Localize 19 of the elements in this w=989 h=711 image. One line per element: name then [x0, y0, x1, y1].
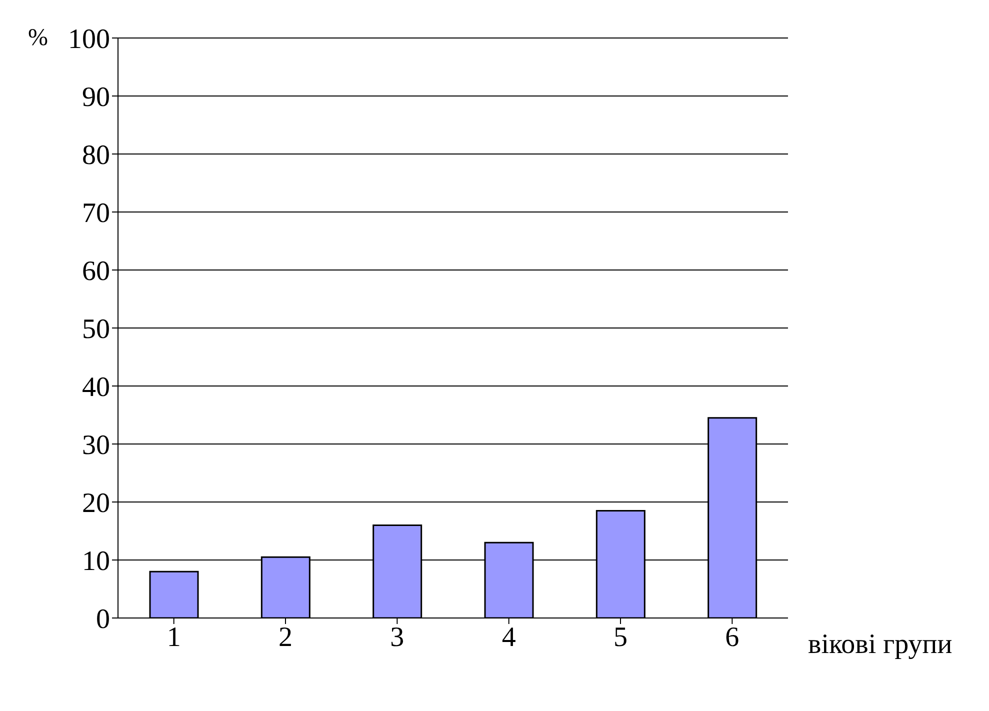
y-tick-label: 90: [82, 82, 110, 113]
y-tick-label: 20: [82, 488, 110, 519]
x-tick-label: 4: [502, 622, 516, 653]
x-tick-label: 5: [614, 622, 628, 653]
y-tick-label: 30: [82, 430, 110, 461]
x-tick-label: 6: [725, 622, 740, 653]
y-tick-label: 40: [82, 372, 110, 403]
y-tick-label: 50: [82, 314, 110, 345]
y-axis-title: %: [28, 25, 48, 52]
y-tick-label: 10: [82, 546, 110, 577]
x-tick-label: 1: [166, 622, 181, 653]
y-tick-label: 60: [82, 256, 110, 287]
x-axis-title: вікові групи: [808, 628, 952, 660]
y-tick-label: 100: [68, 24, 110, 55]
x-tick-label: 3: [390, 622, 404, 653]
y-tick-label: 0: [96, 604, 110, 635]
y-tick-label: 70: [82, 198, 110, 229]
y-tick-label: 80: [82, 140, 110, 171]
x-tick-label: 2: [278, 622, 292, 653]
